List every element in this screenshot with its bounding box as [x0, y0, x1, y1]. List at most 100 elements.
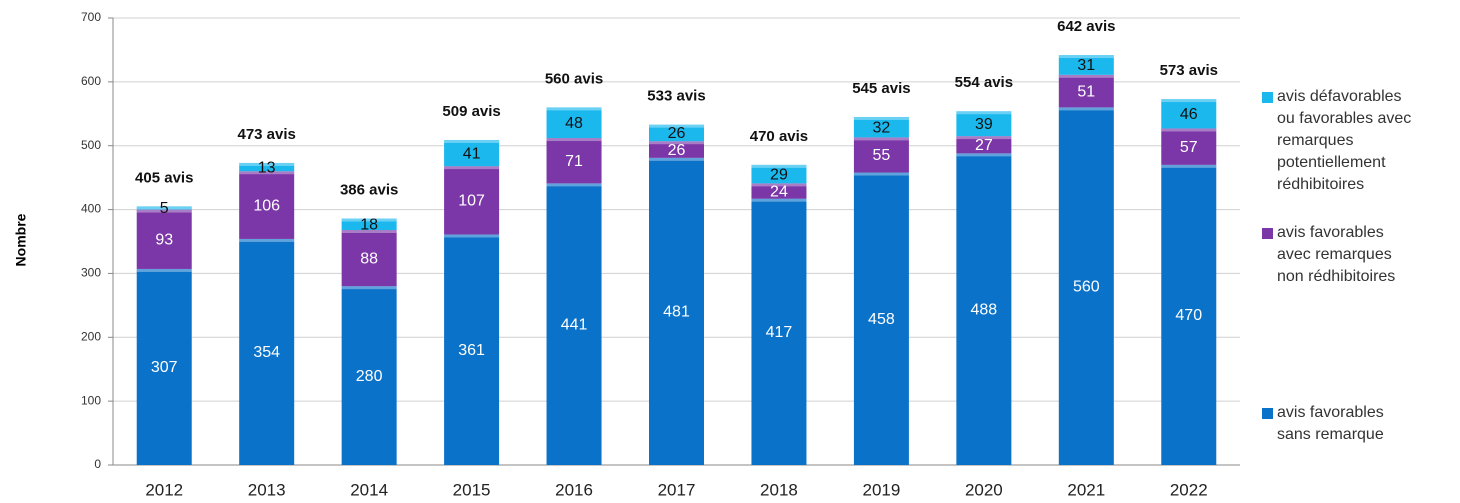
bar-segment [444, 166, 500, 235]
legend-swatch [1262, 228, 1273, 239]
bar-highlight [751, 198, 807, 202]
bar-segment [136, 209, 192, 269]
bar-highlight [444, 234, 500, 238]
x-tick-label: 2020 [965, 480, 1003, 499]
bar-segment [239, 238, 295, 465]
bar-highlight [751, 164, 807, 168]
bar-segment [1058, 107, 1114, 466]
legend-swatch [1262, 408, 1273, 419]
bar-highlight [136, 268, 192, 272]
data-label: 458 [868, 311, 895, 328]
legend-item: avis favorables avec remarques non rédhi… [1262, 222, 1432, 288]
total-label: 642 avis [1057, 18, 1115, 35]
bar-highlight [1161, 99, 1217, 103]
bar-segment [1058, 74, 1114, 108]
bar-highlight [341, 286, 397, 290]
y-tick-label: 400 [81, 202, 101, 216]
bar-highlight [239, 171, 295, 175]
data-label: 93 [155, 231, 173, 248]
bar-segment [649, 124, 704, 142]
data-label: 441 [561, 316, 588, 333]
bar-highlight [546, 107, 602, 111]
bar-segment [751, 164, 807, 184]
data-label: 57 [1180, 139, 1198, 156]
bar-highlight [341, 230, 397, 234]
data-label: 354 [253, 344, 280, 361]
y-tick-label: 100 [81, 393, 101, 407]
data-label: 560 [1073, 278, 1100, 295]
data-label: 88 [360, 250, 378, 267]
bar-highlight [649, 124, 704, 128]
bar-highlight [341, 218, 397, 222]
bar-highlight [956, 136, 1012, 140]
x-tick-label: 2012 [145, 480, 183, 499]
bar-segment [546, 183, 602, 465]
bar-highlight [1058, 107, 1114, 111]
bar-highlight [956, 153, 1012, 157]
total-label: 386 avis [340, 181, 398, 198]
y-tick-label: 0 [94, 457, 101, 471]
bar-highlight [546, 183, 602, 187]
x-tick-label: 2018 [760, 480, 798, 499]
total-label: 554 avis [955, 74, 1013, 91]
legend-label: avis défavorables ou favorables avec rem… [1277, 88, 1412, 193]
legend-item: avis défavorables ou favorables avec rem… [1262, 86, 1432, 196]
y-tick-label: 600 [81, 74, 101, 88]
bar-highlight [1058, 55, 1114, 59]
bar-highlight [444, 166, 500, 170]
data-label: 32 [873, 119, 891, 136]
data-label: 41 [463, 145, 481, 162]
bar-segment [239, 171, 295, 239]
x-tick-label: 2022 [1170, 480, 1208, 499]
bar-segment [239, 162, 295, 172]
bar-highlight [956, 111, 1012, 115]
bar-highlight [136, 206, 192, 210]
bar-highlight [546, 138, 602, 142]
data-label: 48 [565, 115, 583, 132]
x-tick-label: 2013 [248, 480, 286, 499]
bar-segment [1058, 55, 1114, 75]
bar-highlight [853, 172, 909, 176]
total-label: 533 avis [647, 88, 705, 105]
bar-segment [444, 234, 500, 465]
bar-segment [956, 111, 1012, 137]
legend-swatch [1262, 92, 1273, 103]
x-tick-label: 2015 [453, 480, 491, 499]
x-tick-label: 2016 [555, 480, 593, 499]
bar-segment [1161, 164, 1217, 465]
total-label: 560 avis [545, 70, 603, 87]
data-label: 106 [253, 197, 280, 214]
bar-highlight [853, 137, 909, 141]
bar-segment [341, 286, 397, 465]
bar-segment [1161, 128, 1217, 165]
bar-highlight [239, 162, 295, 166]
data-label: 26 [668, 125, 686, 142]
bar-highlight [649, 141, 704, 145]
data-label: 27 [975, 137, 993, 154]
data-label: 29 [770, 166, 788, 183]
data-label: 417 [766, 324, 793, 341]
bar-highlight [649, 157, 704, 161]
data-label: 46 [1180, 106, 1198, 123]
bar-segment [1161, 99, 1217, 129]
data-label: 31 [1077, 57, 1095, 74]
bar-highlight [239, 238, 295, 242]
data-label: 51 [1077, 83, 1095, 100]
bar-highlight [444, 139, 500, 143]
bar-highlight [1058, 74, 1114, 78]
data-label: 5 [160, 200, 169, 217]
y-tick-label: 500 [81, 138, 101, 152]
data-label: 361 [458, 342, 485, 359]
bar-segment [649, 141, 704, 158]
y-tick-label: 700 [81, 10, 101, 24]
total-label: 509 avis [442, 103, 500, 120]
x-tick-label: 2014 [350, 480, 388, 499]
bar-segment [853, 172, 909, 465]
legend-label: avis favorables sans remarque [1277, 404, 1384, 443]
data-label: 488 [971, 301, 998, 318]
y-tick-label: 200 [81, 329, 101, 343]
bar-segment [444, 139, 500, 167]
data-label: 71 [565, 153, 583, 170]
